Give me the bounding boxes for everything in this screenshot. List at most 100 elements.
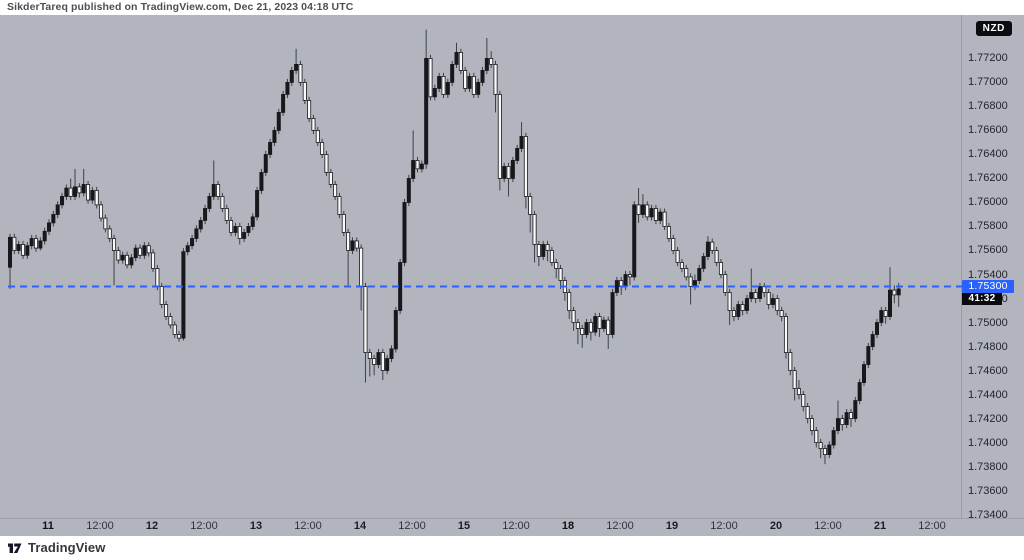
candle-up (393, 310, 398, 350)
candlestick-plot[interactable] (0, 15, 1024, 536)
time-tick-label: 21 (873, 520, 887, 532)
candle-up (593, 316, 598, 333)
candle-down (714, 250, 719, 263)
candle-down (588, 322, 593, 333)
candle-down (727, 292, 732, 311)
candle-up (432, 88, 437, 98)
candle-down (168, 316, 173, 326)
candle-up (120, 254, 125, 261)
candle-up (853, 400, 858, 419)
symbol-badge: NZD (975, 21, 1012, 36)
price-tick-label: 1.74000 (968, 436, 1008, 449)
candle-up (289, 70, 294, 83)
candle-up (584, 322, 589, 335)
candle-down (354, 240, 359, 249)
candle-up (866, 346, 871, 365)
footer-bar: TradingView (0, 536, 1024, 560)
candle-down (68, 187, 73, 197)
candle-up (515, 148, 520, 161)
candle-up (281, 94, 286, 113)
candle-up (827, 444, 832, 455)
candle-up (285, 82, 290, 95)
candle-down (12, 236, 17, 251)
candle-down (848, 412, 853, 419)
candle-up (263, 154, 268, 173)
candle-down (298, 64, 303, 83)
candle-up (385, 358, 390, 371)
price-line-label-badge[interactable]: 1.75300 (962, 279, 1014, 293)
candle-up (454, 52, 459, 65)
candle-up (246, 226, 251, 233)
candle-down (740, 304, 745, 311)
candle-down (497, 94, 502, 179)
candle-down (220, 196, 225, 209)
candle-down (779, 310, 784, 317)
time-tick-label: 15 (457, 520, 471, 532)
candle-up (398, 262, 403, 311)
candle-down (731, 310, 736, 317)
candle-up (29, 238, 34, 247)
candle-down (684, 268, 689, 278)
candle-down (463, 70, 468, 89)
candle-down (441, 76, 446, 95)
price-tick-label: 1.76800 (968, 100, 1008, 113)
price-tick-label: 1.77000 (968, 76, 1008, 89)
candle-down (528, 196, 533, 215)
candle-down (125, 254, 130, 266)
candle-up (406, 178, 411, 203)
price-tick-label: 1.73800 (968, 460, 1008, 473)
candle-down (337, 196, 342, 215)
candle-up (870, 334, 875, 347)
candle-down (801, 394, 806, 407)
candle-up (198, 220, 203, 230)
candle-down (636, 204, 641, 215)
candle-up (129, 257, 134, 266)
candle-up (875, 322, 880, 335)
candle-up (272, 130, 277, 143)
tradingview-logo[interactable]: TradingView (8, 540, 105, 555)
candle-up (844, 412, 849, 425)
candle-up (294, 64, 299, 71)
time-tick-label: 12:00 (398, 520, 426, 532)
candle-down (34, 238, 39, 249)
candle-down (788, 352, 793, 371)
candle-up (510, 160, 515, 179)
candle-down (359, 247, 364, 287)
price-tick-label: 1.74800 (968, 340, 1008, 353)
candle-down (558, 268, 563, 281)
candle-down (536, 244, 541, 257)
candle-up (614, 280, 619, 293)
candle-up (73, 186, 78, 197)
candle-down (341, 214, 346, 233)
price-axis-separator (961, 15, 962, 518)
candle-up (419, 163, 424, 170)
candle-down (471, 76, 476, 95)
candle-up (7, 236, 12, 268)
price-tick-label: 1.76200 (968, 172, 1008, 185)
candle-down (86, 184, 91, 201)
attribution-bar: SikderTareq published on TradingView.com… (0, 0, 1024, 15)
candle-up (203, 208, 208, 221)
candle-down (415, 160, 420, 170)
candle-down (666, 226, 671, 239)
candle-up (38, 240, 43, 249)
candle-up (658, 211, 663, 221)
candle-down (489, 58, 494, 65)
candle-down (775, 298, 780, 311)
candle-down (229, 220, 234, 233)
chart-area[interactable]: 1.77200 1.77000 1.76800 1.76600 1.76400 1.762… (0, 15, 1024, 536)
candle-up (424, 58, 429, 165)
time-tick-label: 13 (249, 520, 263, 532)
candle-up (445, 82, 450, 95)
candle-up (402, 202, 407, 263)
candle-down (818, 442, 823, 449)
candle-up (42, 230, 47, 242)
candle-up (242, 232, 247, 239)
candle-down (653, 208, 658, 221)
candle-up (437, 76, 442, 89)
candle-down (458, 52, 463, 71)
candle-down (809, 418, 814, 431)
candle-up (701, 256, 706, 269)
candle-down (116, 250, 121, 261)
candle-up (64, 187, 69, 197)
